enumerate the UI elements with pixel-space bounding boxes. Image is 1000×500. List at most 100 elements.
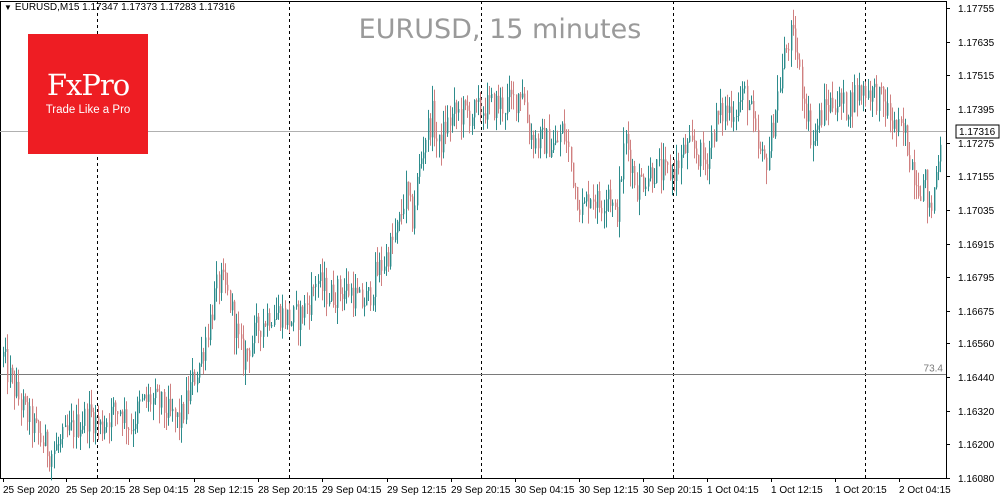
candle-body [120, 411, 122, 415]
candle-body [155, 388, 157, 399]
level-line-label: 73.4 [924, 364, 944, 375]
candle-body [571, 147, 573, 163]
candle-body [181, 403, 183, 428]
candle-body [566, 141, 568, 143]
candle-body [927, 169, 929, 208]
candle-body [489, 95, 491, 99]
candle-body [586, 194, 588, 202]
candle-body [445, 121, 447, 134]
dropdown-triangle-icon[interactable]: ▼ [4, 3, 12, 12]
candle-body [69, 422, 71, 431]
candle-body [729, 106, 731, 113]
candle-body [830, 97, 832, 112]
x-tick-label: 28 Sep 12:15 [194, 485, 254, 496]
x-tick-label: 29 Sep 12:15 [387, 485, 447, 496]
candle-body [298, 304, 300, 330]
candle-body [663, 159, 665, 181]
candle-body [485, 113, 487, 120]
candle-body [219, 274, 221, 293]
candle-body [623, 143, 625, 180]
candle-body [51, 454, 53, 467]
candle-body [788, 48, 790, 51]
candle-body [150, 394, 152, 405]
candle-body [575, 186, 577, 188]
candle-body [500, 97, 502, 109]
candle-body [542, 127, 544, 130]
x-tick-label: 28 Sep 20:15 [258, 485, 318, 496]
candle-body [639, 174, 641, 200]
candle-body [892, 120, 894, 129]
candle-body [883, 87, 885, 102]
candle-body [439, 134, 441, 142]
candle-body [3, 351, 5, 357]
candle-body [236, 323, 238, 339]
candle-body [76, 414, 78, 437]
candle-body [214, 288, 216, 320]
candle-body [216, 274, 218, 289]
x-tick-label: 30 Sep 20:15 [643, 485, 703, 496]
candle-body [111, 406, 113, 428]
candle-body [353, 287, 355, 309]
candle-body [771, 122, 773, 152]
candle-body [916, 185, 918, 187]
candle-body [183, 403, 185, 420]
candle-body [249, 350, 251, 357]
candle-body [263, 323, 265, 337]
candle-body [29, 406, 31, 423]
candle-body [931, 202, 933, 211]
candle-body [225, 272, 227, 285]
candle-body [117, 411, 119, 415]
candle-body [73, 420, 75, 437]
candle-body [588, 194, 590, 209]
candle-body [841, 92, 843, 104]
candle-body [859, 85, 861, 101]
candle-body [667, 162, 669, 165]
candle-body [399, 214, 401, 222]
candle-body [674, 168, 676, 181]
candle-body [854, 85, 856, 113]
candle-body [458, 109, 460, 113]
candle-body [769, 151, 771, 171]
candle-body [656, 159, 658, 183]
y-tick-label: 1.17515 [958, 71, 995, 82]
candle-body [876, 83, 878, 111]
candle-body [137, 401, 139, 424]
candle-body [291, 322, 293, 326]
symbol-ohlc-readout: EURUSD,M15 1.17347 1.17373 1.17283 1.173… [14, 2, 236, 13]
y-tick-label: 1.16915 [958, 240, 995, 251]
logo-brand: FxPro [46, 68, 130, 102]
candle-body [304, 303, 306, 318]
candle-body [5, 349, 7, 352]
candle-body [172, 408, 174, 412]
candle-body [839, 92, 841, 107]
y-tick-label: 1.17755 [958, 4, 995, 15]
candle-body [386, 252, 388, 267]
candle-body [617, 206, 619, 222]
candle-body [274, 319, 276, 326]
candle-body [434, 100, 436, 139]
candle-body [652, 167, 654, 185]
candle-body [584, 201, 586, 203]
candle-body [16, 381, 18, 397]
candle-body [95, 416, 97, 434]
candle-body [813, 141, 815, 146]
candle-body [797, 52, 799, 60]
candle-body [520, 93, 522, 98]
candle-body [188, 390, 190, 402]
candle-body [645, 186, 647, 190]
x-tick-label: 29 Sep 04:15 [322, 485, 382, 496]
candle-body [100, 421, 102, 425]
candle-body [139, 399, 141, 402]
candle-body [82, 425, 84, 430]
candle-body [934, 187, 936, 211]
candle-body [753, 101, 755, 119]
candle-body [538, 138, 540, 149]
candle-body [491, 93, 493, 99]
candle-body [271, 325, 273, 327]
candle-body [278, 306, 280, 313]
candle-body [887, 103, 889, 116]
candle-body [454, 102, 456, 114]
candle-body [637, 185, 639, 200]
x-tick-label: 29 Sep 20:15 [451, 485, 511, 496]
